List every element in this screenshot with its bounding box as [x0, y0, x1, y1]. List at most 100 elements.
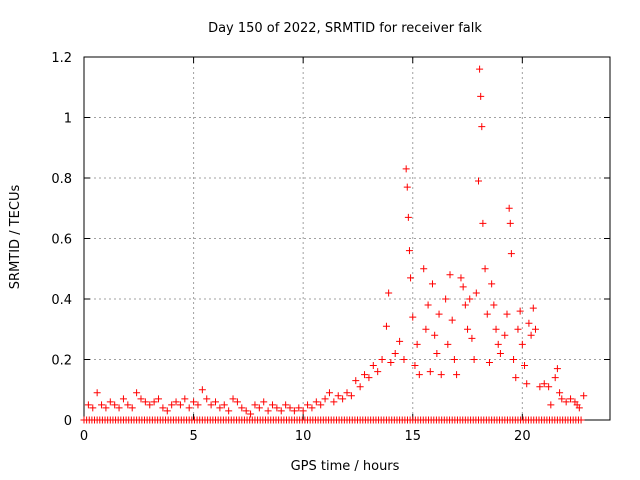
data-point — [330, 398, 338, 406]
data-point — [516, 307, 524, 315]
data-point — [299, 407, 307, 415]
data-point — [433, 349, 441, 357]
data-point — [396, 337, 404, 345]
data-point — [233, 398, 241, 406]
data-point — [172, 398, 180, 406]
data-point — [290, 407, 298, 415]
data-point — [415, 371, 423, 379]
data-point — [450, 356, 458, 363]
data-point — [580, 392, 588, 400]
data-point — [260, 398, 268, 406]
data-point — [518, 340, 526, 348]
data-point — [339, 395, 347, 403]
data-point — [551, 374, 559, 382]
data-point — [540, 380, 548, 388]
chart-title: Day 150 of 2022, SRMTID for receiver fal… — [208, 21, 482, 36]
y-axis-title: SRMTID / TECUs — [8, 185, 23, 290]
data-point — [446, 271, 454, 279]
data-point — [562, 398, 570, 406]
grid — [84, 57, 610, 420]
x-tick-label: 5 — [189, 429, 197, 444]
data-point — [411, 362, 419, 370]
data-point — [181, 395, 189, 403]
data-point — [268, 401, 276, 409]
data-point — [247, 410, 255, 418]
data-point — [317, 401, 325, 409]
data-point — [382, 322, 390, 330]
data-point — [567, 395, 575, 403]
data-point — [468, 334, 476, 342]
data-point — [424, 301, 432, 309]
data-point — [461, 301, 469, 309]
data-point — [428, 280, 436, 288]
data-point — [478, 123, 486, 131]
data-point — [488, 280, 496, 288]
data-point — [400, 356, 408, 363]
data-point — [575, 404, 583, 412]
x-tick-label: 0 — [80, 429, 88, 444]
data-point — [529, 304, 537, 312]
data-point — [404, 213, 412, 221]
data-point — [444, 340, 452, 348]
data-point — [356, 383, 364, 391]
y-tick-label: 0.2 — [51, 354, 72, 369]
data-point — [523, 380, 531, 388]
data-point — [128, 404, 136, 412]
data-point — [453, 371, 461, 379]
data-point — [494, 340, 502, 348]
data-point — [387, 359, 395, 367]
data-point — [512, 374, 520, 382]
y-tick-label: 1 — [64, 112, 72, 127]
data-point — [413, 340, 421, 348]
data-point — [273, 404, 281, 412]
data-point — [238, 404, 246, 412]
data-point — [321, 395, 329, 403]
data-point — [503, 310, 511, 318]
data-point — [507, 250, 515, 258]
y-tick-label: 0.8 — [51, 172, 72, 187]
x-tick-label: 10 — [295, 429, 312, 444]
data-point — [115, 404, 123, 412]
data-point — [556, 389, 564, 397]
data-point — [150, 398, 158, 406]
data-point — [343, 389, 351, 397]
data-point — [146, 401, 154, 409]
data-point — [505, 204, 513, 212]
data-point — [420, 265, 428, 273]
data-point — [547, 401, 555, 409]
data-point — [426, 368, 434, 376]
data-point — [255, 404, 263, 412]
data-point — [481, 265, 489, 273]
data-point — [93, 389, 101, 397]
data-point — [102, 404, 110, 412]
data-point — [225, 407, 233, 415]
data-point — [89, 404, 97, 412]
data-point — [212, 398, 219, 406]
data-point — [405, 247, 413, 255]
data-point — [365, 374, 373, 382]
data-point — [422, 325, 430, 333]
data-point — [369, 362, 377, 370]
data-point — [374, 368, 382, 376]
data-point — [190, 398, 198, 406]
data-point — [155, 395, 163, 403]
data-point — [176, 401, 184, 409]
data-point — [106, 398, 114, 406]
data-point — [141, 398, 149, 406]
x-tick-label: 15 — [404, 429, 421, 444]
data-point — [168, 401, 176, 409]
data-point — [378, 356, 386, 363]
data-point — [472, 289, 480, 297]
data-points — [80, 65, 588, 424]
data-point — [431, 331, 439, 339]
data-point — [521, 362, 529, 370]
data-point — [536, 383, 544, 391]
data-point — [558, 395, 566, 403]
data-point — [402, 165, 410, 173]
data-point — [477, 92, 485, 100]
data-point — [361, 371, 369, 379]
data-point — [304, 401, 312, 409]
x-axis-title: GPS time / hours — [291, 459, 400, 474]
data-point — [553, 365, 561, 373]
y-tick-label: 0.6 — [51, 233, 72, 248]
